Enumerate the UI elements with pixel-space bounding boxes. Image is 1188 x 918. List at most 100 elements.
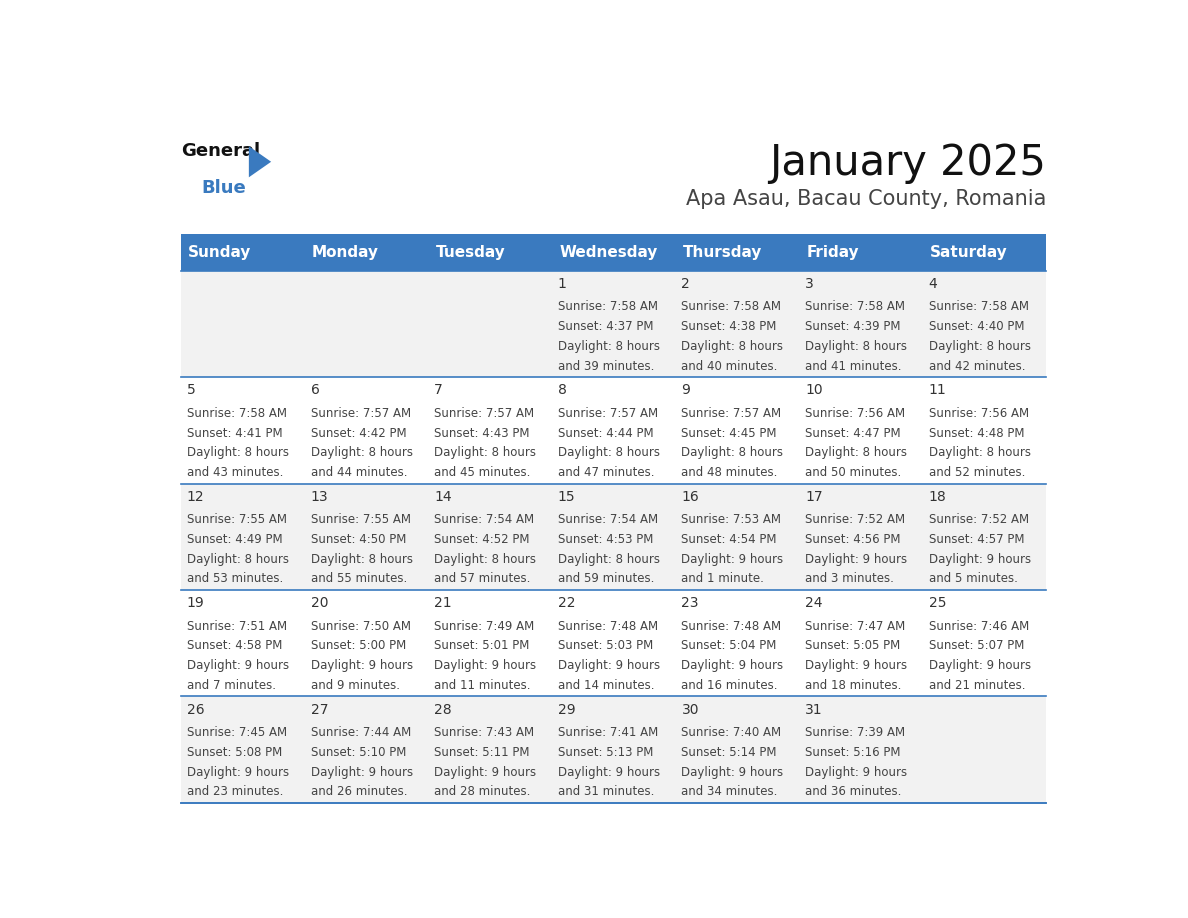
Text: 12: 12	[187, 490, 204, 504]
Text: and 28 minutes.: and 28 minutes.	[434, 785, 531, 799]
Text: January 2025: January 2025	[770, 142, 1047, 184]
Text: Sunrise: 7:39 AM: Sunrise: 7:39 AM	[805, 726, 905, 739]
Text: Daylight: 9 hours: Daylight: 9 hours	[682, 766, 784, 778]
Text: Sunrise: 7:52 AM: Sunrise: 7:52 AM	[805, 513, 905, 526]
Text: Daylight: 9 hours: Daylight: 9 hours	[187, 659, 289, 672]
Text: Daylight: 9 hours: Daylight: 9 hours	[310, 659, 412, 672]
Text: Daylight: 9 hours: Daylight: 9 hours	[805, 553, 908, 565]
Text: and 14 minutes.: and 14 minutes.	[558, 679, 655, 692]
Text: Sunset: 4:56 PM: Sunset: 4:56 PM	[805, 533, 901, 546]
Text: Sunset: 5:04 PM: Sunset: 5:04 PM	[682, 640, 777, 653]
Text: Sunrise: 7:45 AM: Sunrise: 7:45 AM	[187, 726, 287, 739]
Bar	[551, 697, 675, 803]
Text: 6: 6	[310, 384, 320, 397]
Text: 16: 16	[682, 490, 700, 504]
Text: Daylight: 9 hours: Daylight: 9 hours	[929, 659, 1031, 672]
Text: Sunset: 4:40 PM: Sunset: 4:40 PM	[929, 320, 1024, 333]
Text: Wednesday: Wednesday	[560, 245, 657, 260]
Text: Apa Asau, Bacau County, Romania: Apa Asau, Bacau County, Romania	[685, 189, 1047, 209]
Bar	[428, 484, 551, 590]
Text: and 26 minutes.: and 26 minutes.	[310, 785, 407, 799]
Text: Daylight: 8 hours: Daylight: 8 hours	[558, 340, 659, 353]
Text: and 59 minutes.: and 59 minutes.	[558, 573, 655, 586]
Text: and 7 minutes.: and 7 minutes.	[187, 679, 276, 692]
Text: Daylight: 9 hours: Daylight: 9 hours	[187, 766, 289, 778]
Text: 15: 15	[558, 490, 575, 504]
Text: and 47 minutes.: and 47 minutes.	[558, 466, 655, 479]
Text: 19: 19	[187, 597, 204, 610]
Text: Sunset: 4:48 PM: Sunset: 4:48 PM	[929, 427, 1024, 440]
Bar	[798, 234, 923, 271]
Bar	[428, 377, 551, 484]
Bar	[428, 697, 551, 803]
Text: Sunset: 5:00 PM: Sunset: 5:00 PM	[310, 640, 406, 653]
Text: Sunrise: 7:52 AM: Sunrise: 7:52 AM	[929, 513, 1029, 526]
Text: 26: 26	[187, 703, 204, 717]
Text: 2: 2	[682, 277, 690, 291]
Text: Sunset: 4:47 PM: Sunset: 4:47 PM	[805, 427, 901, 440]
Text: Sunset: 4:49 PM: Sunset: 4:49 PM	[187, 533, 283, 546]
Text: Sunday: Sunday	[188, 245, 252, 260]
Text: Sunset: 5:08 PM: Sunset: 5:08 PM	[187, 746, 283, 759]
Bar	[181, 234, 304, 271]
Text: Sunrise: 7:56 AM: Sunrise: 7:56 AM	[929, 407, 1029, 420]
Text: Sunrise: 7:46 AM: Sunrise: 7:46 AM	[929, 620, 1029, 633]
Bar	[923, 697, 1047, 803]
Text: 18: 18	[929, 490, 947, 504]
Text: and 5 minutes.: and 5 minutes.	[929, 573, 1018, 586]
Bar	[304, 590, 428, 697]
Text: 30: 30	[682, 703, 699, 717]
Text: Daylight: 9 hours: Daylight: 9 hours	[434, 766, 536, 778]
Text: 9: 9	[682, 384, 690, 397]
Text: Daylight: 8 hours: Daylight: 8 hours	[805, 446, 908, 459]
Text: Sunrise: 7:55 AM: Sunrise: 7:55 AM	[310, 513, 411, 526]
Text: 22: 22	[558, 597, 575, 610]
Text: 8: 8	[558, 384, 567, 397]
Text: and 39 minutes.: and 39 minutes.	[558, 360, 655, 373]
Text: Sunrise: 7:40 AM: Sunrise: 7:40 AM	[682, 726, 782, 739]
Text: and 23 minutes.: and 23 minutes.	[187, 785, 283, 799]
Text: Daylight: 9 hours: Daylight: 9 hours	[558, 659, 661, 672]
Bar	[181, 484, 304, 590]
Bar	[675, 697, 798, 803]
Text: Sunset: 5:07 PM: Sunset: 5:07 PM	[929, 640, 1024, 653]
Text: and 57 minutes.: and 57 minutes.	[434, 573, 531, 586]
Text: and 42 minutes.: and 42 minutes.	[929, 360, 1025, 373]
Text: 17: 17	[805, 490, 823, 504]
Text: Daylight: 9 hours: Daylight: 9 hours	[929, 553, 1031, 565]
Text: 28: 28	[434, 703, 451, 717]
Bar	[181, 697, 304, 803]
Text: Daylight: 9 hours: Daylight: 9 hours	[682, 553, 784, 565]
Text: Sunrise: 7:58 AM: Sunrise: 7:58 AM	[558, 300, 658, 313]
Text: Sunrise: 7:47 AM: Sunrise: 7:47 AM	[805, 620, 905, 633]
Bar	[304, 484, 428, 590]
Text: Sunrise: 7:51 AM: Sunrise: 7:51 AM	[187, 620, 287, 633]
Bar	[304, 377, 428, 484]
Text: Daylight: 8 hours: Daylight: 8 hours	[434, 446, 536, 459]
Bar	[304, 697, 428, 803]
Text: and 50 minutes.: and 50 minutes.	[805, 466, 902, 479]
Bar	[798, 590, 923, 697]
Text: Sunrise: 7:50 AM: Sunrise: 7:50 AM	[310, 620, 411, 633]
Text: 1: 1	[558, 277, 567, 291]
Text: and 48 minutes.: and 48 minutes.	[682, 466, 778, 479]
Text: Saturday: Saturday	[930, 245, 1007, 260]
Text: 21: 21	[434, 597, 451, 610]
Text: and 44 minutes.: and 44 minutes.	[310, 466, 407, 479]
Text: and 41 minutes.: and 41 minutes.	[805, 360, 902, 373]
Text: Sunrise: 7:58 AM: Sunrise: 7:58 AM	[929, 300, 1029, 313]
Bar	[923, 234, 1047, 271]
Text: Monday: Monday	[311, 245, 379, 260]
Text: Daylight: 8 hours: Daylight: 8 hours	[310, 553, 412, 565]
Bar	[551, 377, 675, 484]
Text: Daylight: 8 hours: Daylight: 8 hours	[187, 553, 289, 565]
Text: and 43 minutes.: and 43 minutes.	[187, 466, 283, 479]
Text: Sunrise: 7:57 AM: Sunrise: 7:57 AM	[434, 407, 535, 420]
Text: Sunrise: 7:41 AM: Sunrise: 7:41 AM	[558, 726, 658, 739]
Text: Sunset: 4:38 PM: Sunset: 4:38 PM	[682, 320, 777, 333]
Bar	[304, 234, 428, 271]
Text: 29: 29	[558, 703, 575, 717]
Text: 25: 25	[929, 597, 946, 610]
Bar	[551, 590, 675, 697]
Text: Daylight: 8 hours: Daylight: 8 hours	[929, 340, 1031, 353]
